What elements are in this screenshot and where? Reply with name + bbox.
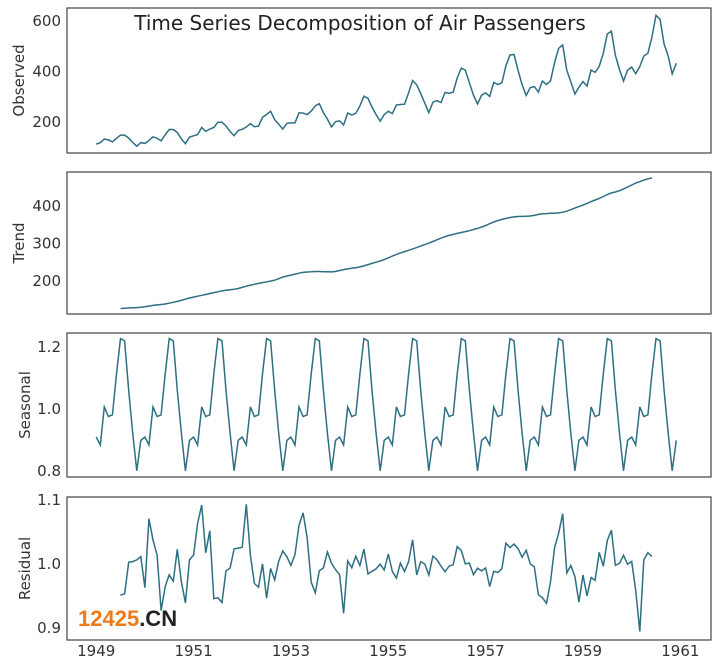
y-tick-label: 1.2 (37, 338, 61, 356)
axes-frame (66, 332, 712, 478)
x-tick-label: 1951 (174, 642, 212, 660)
y-axis-label: Seasonal (16, 371, 34, 439)
y-tick-label: 0.8 (37, 462, 61, 480)
watermark-logo: 12425.CN (78, 606, 178, 631)
y-tick-label: 0.9 (37, 619, 61, 637)
y-tick-label: 1.0 (37, 400, 61, 418)
y-tick-label: 300 (32, 235, 61, 253)
y-tick-label: 200 (32, 113, 61, 131)
x-tick-label: 1955 (369, 642, 407, 660)
y-axis-label: Trend (10, 222, 28, 264)
residual-line (120, 504, 653, 632)
x-tick-label: 1953 (272, 642, 310, 660)
x-tick-label: 1961 (661, 642, 699, 660)
x-tick-label: 1957 (467, 642, 505, 660)
x-tick-label: 1959 (564, 642, 602, 660)
y-tick-label: 1.0 (37, 555, 61, 573)
chart-title: Time Series Decomposition of Air Passeng… (133, 11, 586, 35)
y-axis-label: Observed (10, 44, 28, 116)
y-tick-label: 400 (32, 197, 61, 215)
x-tick-label: 1949 (77, 642, 115, 660)
y-tick-label: 1.1 (37, 491, 61, 509)
axes-frame (66, 496, 712, 641)
axes-frame (66, 171, 712, 315)
axes-frame (66, 7, 712, 154)
trend-line (120, 177, 653, 310)
y-tick-label: 200 (32, 272, 61, 290)
panel-residual: 0.9 1.0 1.1 Residual (16, 491, 712, 641)
y-tick-label: 600 (32, 12, 61, 30)
observed-line (95, 13, 677, 148)
y-tick-label: 400 (32, 62, 61, 80)
seasonal-line (95, 337, 678, 471)
y-axis-label: Residual (16, 537, 34, 600)
